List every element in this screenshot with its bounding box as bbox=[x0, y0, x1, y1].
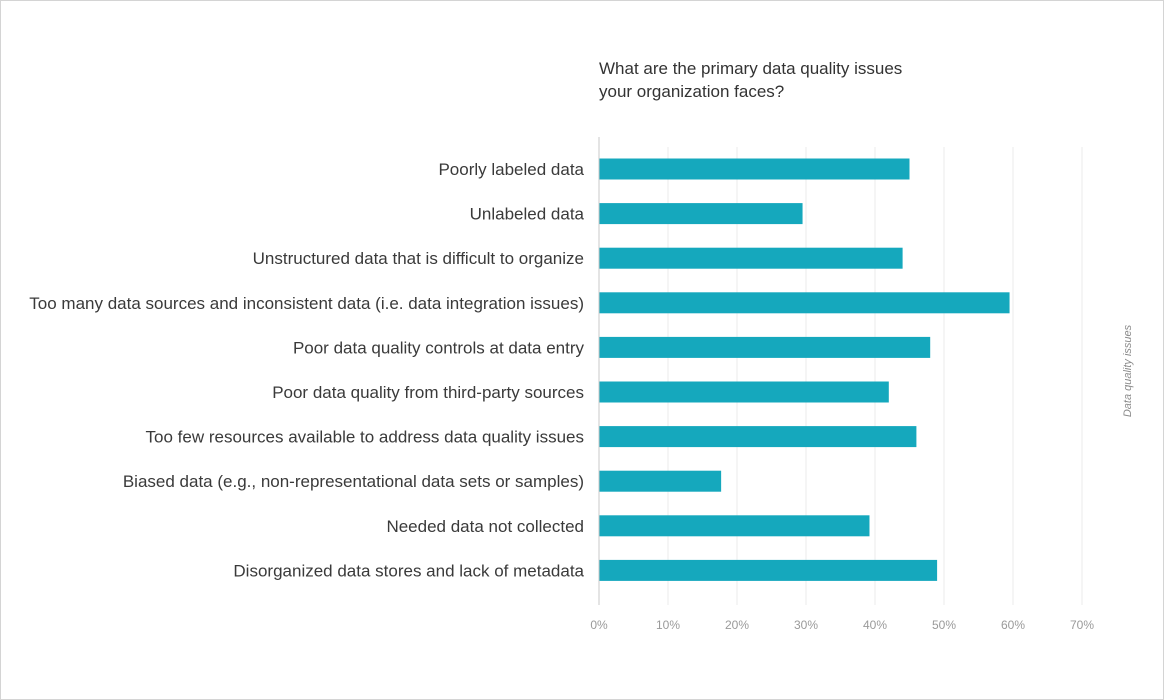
chart-title-line-2: your organization faces? bbox=[599, 82, 785, 101]
bars bbox=[599, 158, 1010, 581]
category-label-8: Needed data not collected bbox=[386, 517, 584, 536]
x-tick-label-2: 20% bbox=[725, 618, 749, 632]
x-tick-label-0: 0% bbox=[590, 618, 608, 632]
bar-4 bbox=[599, 336, 931, 358]
x-tick-label-1: 10% bbox=[656, 618, 680, 632]
category-label-7: Biased data (e.g., non-representational … bbox=[123, 472, 584, 491]
chart-title-line-1: What are the primary data quality issues bbox=[599, 59, 903, 78]
x-tick-label-3: 30% bbox=[794, 618, 818, 632]
x-tick-label-6: 60% bbox=[1001, 618, 1025, 632]
chart-title: What are the primary data quality issues… bbox=[599, 57, 959, 103]
bar-2 bbox=[599, 247, 903, 269]
category-label-3: Too many data sources and inconsistent d… bbox=[29, 294, 584, 313]
bar-9 bbox=[599, 559, 938, 581]
category-labels: Poorly labeled data Unlabeled data Unstruc… bbox=[29, 160, 584, 580]
x-tick-labels: 0% 10% 20% 30% 40% 50% 60% 70% bbox=[590, 618, 1094, 632]
category-label-2: Unstructured data that is difficult to o… bbox=[253, 249, 584, 268]
x-tick-label-5: 50% bbox=[932, 618, 956, 632]
bar-1 bbox=[599, 203, 803, 225]
bar-6 bbox=[599, 426, 917, 448]
bar-7 bbox=[599, 470, 722, 492]
category-label-0: Poorly labeled data bbox=[438, 160, 584, 179]
category-label-9: Disorganized data stores and lack of met… bbox=[233, 561, 584, 580]
bar-3 bbox=[599, 292, 1010, 314]
category-label-5: Poor data quality from third-party sourc… bbox=[272, 383, 584, 402]
x-tick-label-4: 40% bbox=[863, 618, 887, 632]
bar-5 bbox=[599, 381, 889, 403]
category-label-6: Too few resources available to address d… bbox=[146, 428, 584, 447]
bar-0 bbox=[599, 158, 910, 180]
category-label-4: Poor data quality controls at data entry bbox=[293, 338, 585, 357]
x-tick-label-7: 70% bbox=[1070, 618, 1094, 632]
bar-8 bbox=[599, 515, 870, 537]
category-label-1: Unlabeled data bbox=[470, 205, 585, 224]
side-axis-label: Data quality issues bbox=[1122, 324, 1134, 417]
